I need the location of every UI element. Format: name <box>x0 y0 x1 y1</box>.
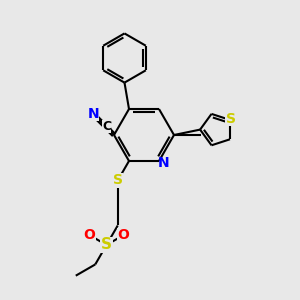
Text: S: S <box>101 238 112 253</box>
Text: C: C <box>102 120 111 133</box>
Text: O: O <box>117 228 129 242</box>
Text: S: S <box>113 173 123 188</box>
Text: S: S <box>226 112 236 126</box>
Text: O: O <box>84 228 96 242</box>
Text: N: N <box>158 156 169 170</box>
Text: N: N <box>88 107 99 122</box>
